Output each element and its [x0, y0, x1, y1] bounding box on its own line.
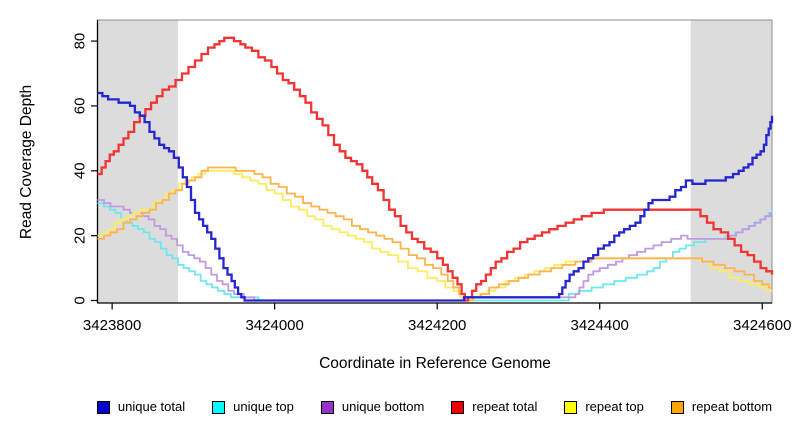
- legend-label: repeat top: [585, 399, 644, 414]
- series-line-repeat-top: [97, 169, 772, 302]
- series-line-unique-bottom: [97, 199, 772, 302]
- x-tick-label: 3424200: [408, 317, 466, 334]
- shaded-region: [97, 20, 178, 303]
- legend-swatch-icon: [96, 400, 110, 414]
- legend-label: repeat bottom: [691, 399, 773, 414]
- series-line-unique-total: [97, 91, 774, 302]
- x-tick-label: 3424400: [571, 317, 629, 334]
- legend-swatch-icon: [320, 400, 334, 414]
- shaded-regions: [97, 20, 772, 303]
- legend-label: repeat total: [472, 399, 538, 414]
- y-tick-label: 20: [72, 227, 89, 244]
- x-tick-label: 3424000: [245, 317, 303, 334]
- chart-canvas: 3423800 3424000 3424200 3424400 3424600 0 20 40…: [18, 19, 791, 372]
- plot-frame: [97, 19, 773, 304]
- legend-label: unique bottom: [341, 399, 425, 414]
- legend-item-repeat-bottom: repeat bottom: [670, 399, 773, 415]
- series-line-repeat-total: [97, 36, 774, 302]
- series-lines: [97, 36, 774, 302]
- axes: 3423800 3424000 3424200 3424400 3424600 0 20 40…: [72, 20, 791, 334]
- legend-item-repeat-top: repeat top: [564, 399, 644, 415]
- y-tick-label: 0: [72, 296, 89, 304]
- legend-item-unique-total: unique total: [96, 399, 186, 415]
- series-line-repeat-bottom: [97, 166, 772, 302]
- legend-swatch-icon: [670, 400, 684, 414]
- legend-item-unique-bottom: unique bottom: [320, 399, 425, 415]
- legend: unique total unique top unique bottom repea…: [96, 397, 773, 417]
- legend-swatch-icon: [564, 400, 578, 414]
- legend-item-unique-top: unique top: [212, 399, 294, 415]
- y-tick-label: 80: [72, 33, 89, 50]
- x-tick-label: 3423800: [83, 317, 141, 334]
- x-tick-label: 3424600: [733, 317, 791, 334]
- y-tick-label: 60: [72, 98, 89, 115]
- y-tick-label: 40: [72, 162, 89, 179]
- legend-swatch-icon: [451, 400, 465, 414]
- y-axis-title: Read Coverage Depth: [18, 85, 35, 239]
- legend-item-repeat-total: repeat total: [451, 399, 537, 415]
- x-axis-title: Coordinate in Reference Genome: [319, 355, 551, 372]
- plot-border: [97, 19, 773, 304]
- legend-label: unique top: [233, 399, 294, 414]
- shaded-region: [690, 20, 772, 303]
- legend-swatch-icon: [212, 400, 226, 414]
- legend-label: unique total: [117, 399, 186, 414]
